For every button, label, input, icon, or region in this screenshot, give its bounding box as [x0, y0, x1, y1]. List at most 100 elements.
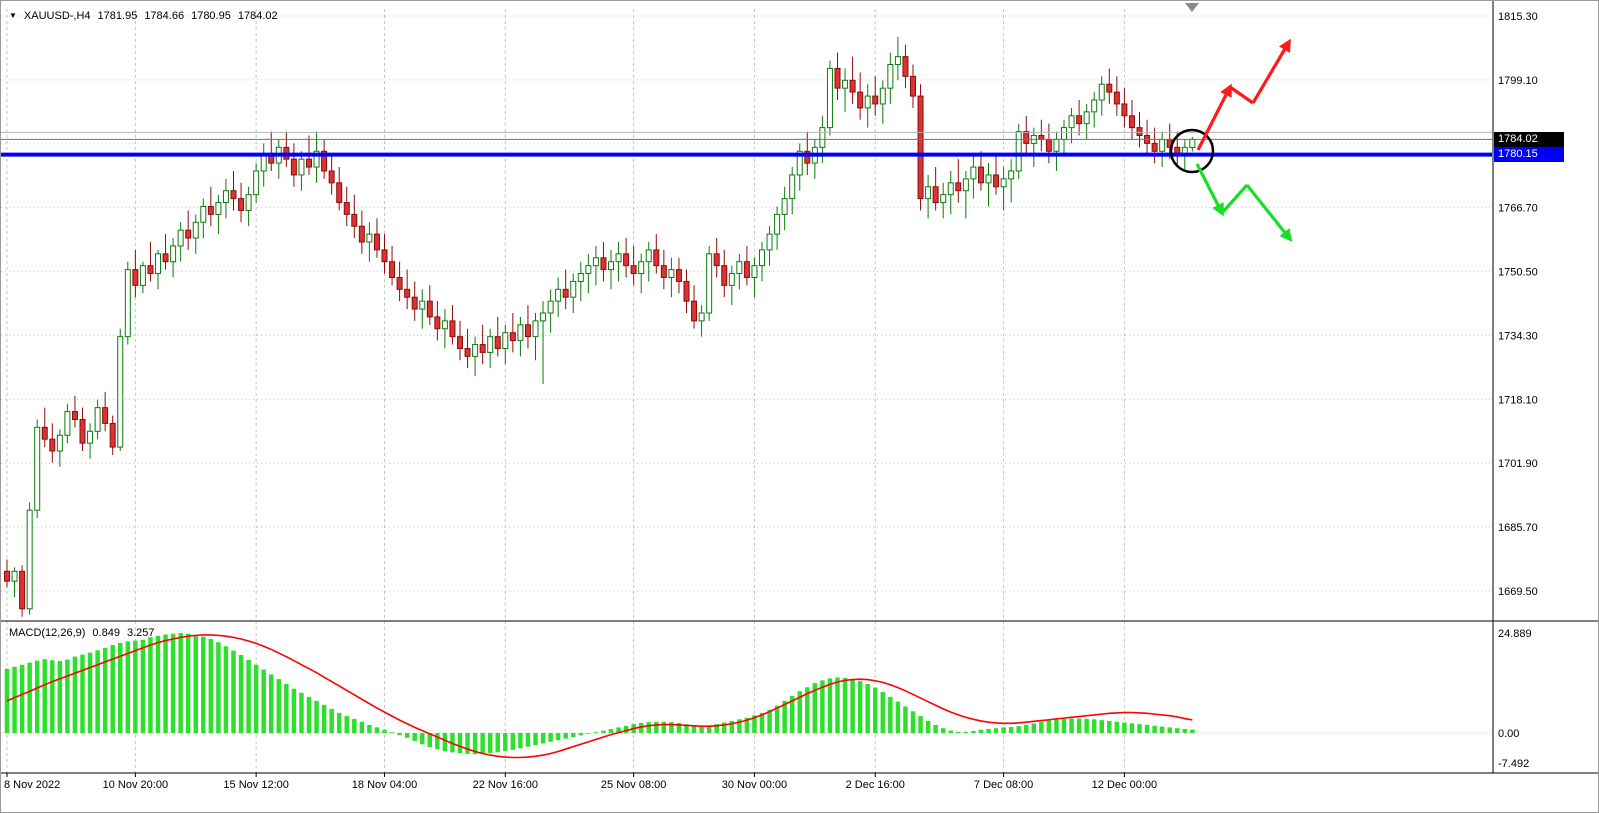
candle-body: [441, 320, 448, 330]
candle-body: [789, 174, 796, 200]
bear-arrow-segment[interactable]: [1220, 183, 1249, 215]
candle-body: [570, 280, 577, 298]
time-axis-label: 25 Nov 08:00: [601, 779, 666, 791]
candle-body: [524, 324, 531, 338]
candle-body: [290, 158, 297, 176]
candle-body: [1068, 115, 1075, 129]
candle-body: [970, 166, 977, 180]
candle-body: [608, 261, 614, 271]
candle-body: [759, 249, 765, 267]
candle-body: [222, 190, 229, 204]
candle-body: [849, 79, 856, 93]
candle-body: [721, 265, 728, 286]
candle-body: [864, 95, 871, 109]
candle-body: [902, 56, 909, 77]
candle-body: [1038, 135, 1045, 140]
candle-body: [645, 249, 652, 263]
candle-body: [993, 174, 1000, 188]
candle-body: [11, 570, 18, 582]
price-axis-label: 1701.90: [1498, 458, 1538, 470]
hline-price-tag: 1780.15: [1494, 147, 1564, 163]
candle-body: [932, 186, 939, 204]
bull-arrow-segment[interactable]: [1196, 83, 1232, 151]
candle-body: [1121, 103, 1128, 117]
price-axis-label: 1799.10: [1498, 75, 1538, 87]
candle-body: [26, 509, 33, 610]
open-value: 1781.95: [97, 10, 138, 22]
candle-body: [600, 257, 607, 271]
candle-body: [1045, 138, 1052, 152]
candle-body: [1008, 170, 1015, 180]
time-axis-label: 10 Nov 20:00: [103, 779, 168, 791]
candle-body: [79, 418, 86, 444]
time-axis-label: 8 Nov 2022: [4, 779, 60, 791]
candle-body: [147, 265, 154, 275]
macd-axis-label: 24.889: [1498, 628, 1532, 640]
candle-body: [1113, 91, 1120, 105]
candle-body: [985, 174, 992, 184]
candle-body: [1083, 111, 1090, 125]
bull-arrow-segment[interactable]: [1251, 38, 1291, 104]
candle-body: [842, 79, 849, 89]
candle-body: [306, 158, 312, 168]
chart-shift-marker[interactable]: [1185, 3, 1199, 12]
bear-arrow-segment[interactable]: [1195, 163, 1224, 217]
candle-body: [139, 265, 146, 286]
candle-body: [185, 229, 192, 239]
candle-body: [547, 300, 554, 314]
candle-body: [1076, 115, 1083, 125]
candle-body: [668, 269, 675, 278]
candle-body: [955, 182, 962, 192]
candle-body: [464, 347, 471, 357]
candle-body: [487, 336, 494, 353]
symbol-period-label: XAUUSD-,H4: [23, 10, 91, 22]
candle-body: [419, 300, 426, 310]
price-axis-label: 1718.10: [1498, 394, 1538, 406]
bull-arrow-segment[interactable]: [1229, 85, 1254, 105]
candle-body: [404, 288, 411, 298]
candle-body: [592, 257, 599, 267]
candle-body: [396, 276, 403, 290]
candle-body: [1106, 83, 1113, 93]
candle-body: [826, 67, 833, 129]
candle-body: [1023, 131, 1030, 144]
candle-body: [321, 150, 328, 172]
candle-body: [947, 182, 954, 196]
candle-body: [1091, 99, 1098, 113]
candle-body: [34, 426, 41, 511]
time-axis-label: 30 Nov 00:00: [722, 779, 787, 791]
low-value: 1780.95: [191, 10, 231, 22]
candle-body: [64, 411, 71, 436]
candle-body: [1061, 127, 1067, 140]
price-axis-label: 1669.50: [1498, 586, 1538, 598]
candle-body: [638, 261, 645, 275]
candle-body: [117, 336, 124, 448]
bear-arrow-segment[interactable]: [1245, 184, 1293, 243]
candle-body: [207, 205, 214, 215]
candle-body: [879, 87, 886, 105]
candle-body: [728, 273, 735, 286]
candle-body: [298, 158, 305, 176]
time-axis-label: 7 Dec 08:00: [974, 779, 1033, 791]
candle-body: [192, 221, 199, 239]
candle-body: [698, 312, 705, 322]
candle-body: [917, 95, 924, 200]
candle-body: [653, 249, 660, 267]
candle-body: [517, 324, 524, 342]
candle-body: [336, 182, 343, 204]
candle-body: [1015, 131, 1022, 172]
candle-body: [1159, 138, 1166, 152]
chart-ohlc-header: ▼ XAUUSD-,H4 1781.95 1784.66 1780.95 178…: [9, 10, 278, 22]
candle-body: [170, 245, 177, 263]
symbol-dropdown-icon[interactable]: ▼: [9, 11, 17, 20]
close-value: 1784.02: [237, 10, 278, 22]
candle-body: [736, 261, 743, 275]
macd-axis-label: -7.492: [1498, 758, 1529, 770]
candle-body: [910, 75, 916, 97]
candle-body: [819, 127, 826, 148]
candle-body: [230, 190, 237, 200]
circle-annotation[interactable]: [1169, 128, 1215, 174]
candle-body: [449, 320, 456, 338]
candle-body: [41, 426, 48, 440]
